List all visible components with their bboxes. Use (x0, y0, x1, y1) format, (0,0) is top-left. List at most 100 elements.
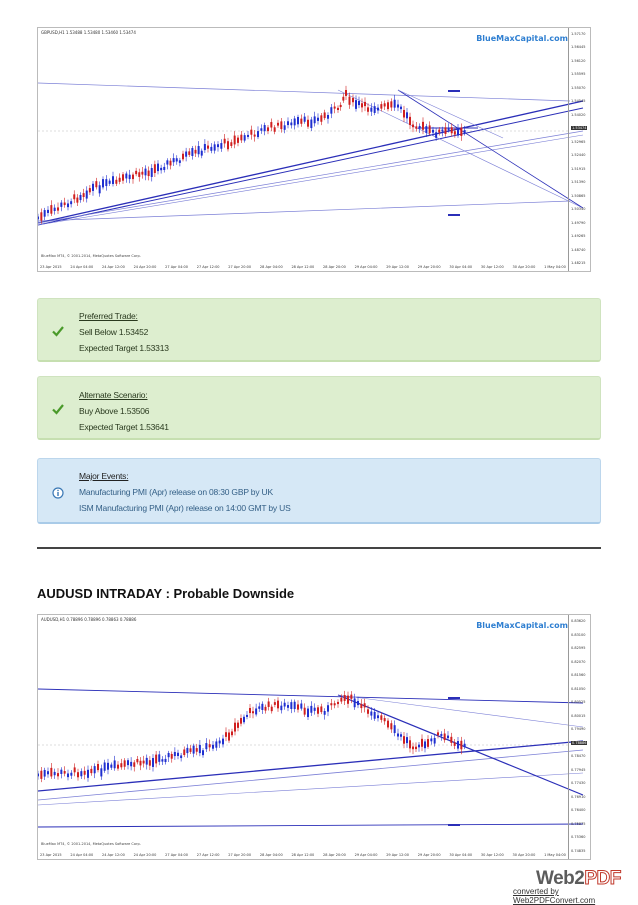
candle-body (47, 771, 49, 775)
candle-body (95, 181, 98, 188)
candle-body (225, 732, 227, 737)
x-tick-label: 24 Apr 04:00 (70, 853, 94, 857)
candle-body (342, 96, 345, 101)
candle-body (227, 141, 229, 150)
candle-body (57, 207, 59, 211)
candle-body (273, 127, 276, 132)
candle-body (393, 99, 396, 108)
candle-body (237, 722, 239, 728)
candle-body (243, 716, 245, 723)
candle-body (363, 703, 366, 708)
y-tick-label: 1.51915 (571, 166, 586, 171)
candle-body (128, 174, 131, 180)
x-tick-label: 29 Apr 20:00 (417, 265, 441, 269)
candle-body (200, 150, 203, 156)
candle-body (186, 747, 189, 754)
candle-body (57, 773, 59, 777)
candle-body (412, 746, 414, 750)
candle-body (422, 121, 424, 130)
candle-body (330, 107, 333, 114)
candle-body (443, 733, 446, 741)
converted-by-link[interactable]: converted by Web2PDFConvert.com (513, 887, 596, 905)
candle-body (347, 695, 349, 704)
candle-body (163, 166, 166, 170)
candle-body (287, 705, 289, 708)
y-tick-label: 0.83100 (571, 632, 586, 637)
candle-body (147, 170, 150, 177)
candle-body (139, 760, 142, 766)
x-tick-label: 29 Apr 04:00 (354, 853, 378, 857)
candle-body (307, 708, 309, 718)
candle-body (444, 127, 447, 134)
candle-body (252, 711, 254, 714)
candle-body (387, 720, 389, 728)
candle-body (340, 697, 343, 702)
candle-body (403, 736, 405, 744)
candle-body (440, 733, 443, 736)
candle-body (345, 89, 347, 96)
channel-bottom-line (38, 200, 571, 222)
candle-body (79, 194, 82, 201)
candle-body (427, 739, 429, 747)
candle-body (53, 207, 56, 211)
y-tick-label: 1.55595 (571, 72, 586, 77)
median-line (38, 130, 584, 224)
candle-body (177, 752, 179, 756)
x-tick-label: 28 Apr 12:00 (291, 265, 315, 269)
candle-body (40, 770, 43, 779)
candle-body (310, 119, 313, 129)
channel-bottom-line (38, 823, 584, 828)
x-tick-label: 29 Apr 04:00 (354, 265, 378, 269)
candle-body (327, 705, 329, 712)
x-tick-label: 28 Apr 20:00 (323, 853, 346, 857)
candle-body (195, 748, 198, 752)
candle-body (343, 694, 346, 701)
chart-symbol-line: GBPUSD,H1 1.53488 1.53480 1.53460 1.5347… (41, 30, 136, 35)
y-tick-label: 0.82070 (571, 659, 586, 664)
candle-body (73, 194, 76, 200)
x-tick-label: 30 Apr 04:00 (449, 265, 473, 269)
candle-body (287, 121, 289, 126)
candle-body (397, 104, 399, 108)
candle-body (112, 176, 114, 185)
chart-x-axis: 23 Apr 2015 24 Apr 04:00 24 Apr 12:00 24 Ap… (38, 265, 568, 269)
candle-body (293, 701, 296, 710)
candle-body (323, 112, 326, 119)
candle-body (447, 127, 450, 131)
candle-body (421, 738, 423, 747)
candle-body (240, 718, 242, 724)
candle-body (202, 750, 204, 756)
candle-body (123, 760, 126, 767)
candle-body (73, 767, 76, 773)
candle-body (222, 738, 224, 745)
candle-body (320, 706, 323, 713)
y-tick-label: 0.77430 (571, 781, 586, 786)
candle-body (161, 759, 164, 762)
candle-body (457, 128, 459, 136)
y-tick-label: 0.79490 (571, 727, 586, 732)
candle-body (361, 103, 363, 108)
candle-body (155, 754, 158, 764)
candle-body (158, 754, 161, 762)
candle-body (383, 718, 386, 722)
candle-body (144, 168, 147, 176)
candle-body (415, 126, 418, 129)
candle-body (82, 193, 85, 198)
candle-body (380, 104, 383, 109)
candle-body (157, 163, 159, 172)
candle-body (463, 130, 466, 134)
candle-body (424, 741, 426, 749)
candle-body (353, 698, 356, 708)
candle-body (460, 740, 463, 750)
candle-body (293, 118, 296, 126)
candle-body (453, 742, 456, 746)
x-tick-label: 24 Apr 12:00 (101, 853, 125, 857)
fan-line-2 (397, 89, 584, 209)
y-tick-label: 1.50865 (571, 193, 586, 198)
candle-body (110, 764, 113, 768)
candle-body (430, 738, 433, 742)
major-events-line2: ISM Manufacturing PMI (Apr) release on 1… (79, 503, 291, 513)
candle-body (100, 768, 103, 777)
candle-body (142, 760, 145, 764)
candle-body (313, 707, 316, 711)
